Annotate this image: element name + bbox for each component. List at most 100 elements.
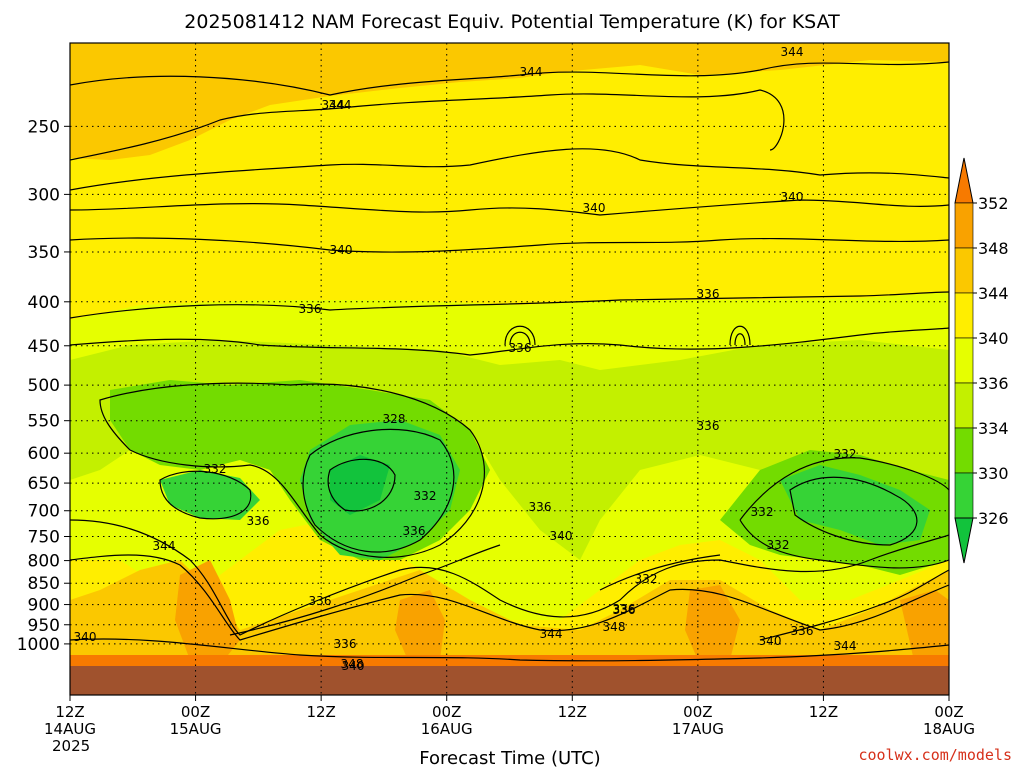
contour-label: 332 [767, 538, 790, 552]
contour-label: 332 [635, 572, 658, 586]
contour-label: 336 [791, 624, 814, 638]
colorbar-top-arrow [954, 157, 974, 204]
contour-label: 332 [204, 462, 227, 476]
surface-band [70, 666, 949, 695]
y-tick-label: 500 [28, 376, 60, 396]
contour-label: 344 [329, 98, 352, 112]
x-axis-label: Forecast Time (UTC) [419, 748, 600, 768]
colorbar-tick-label: 344 [978, 284, 1009, 303]
contour-340-a [70, 148, 949, 191]
colorbar-segment [954, 427, 974, 474]
contour-label: 328 [383, 412, 406, 426]
contour-340-c [70, 237, 949, 253]
contour-label: 340 [330, 243, 353, 257]
colorbar-segment [954, 292, 974, 339]
contour-label: 340 [342, 659, 365, 673]
contour-label: 348 [341, 657, 364, 671]
contour-332-right-inner [789, 476, 918, 546]
x-tick-label: 00Z [683, 703, 712, 721]
fill-326-330-right [780, 465, 930, 545]
fill-348-plume-2 [395, 590, 445, 665]
y-tick-label: 600 [28, 444, 60, 464]
grid-lines [70, 43, 949, 695]
contour-label: 340 [74, 630, 97, 644]
contour-336-b [70, 327, 949, 356]
contour-label: 344 [153, 539, 176, 553]
contour-label: 336 [334, 637, 357, 651]
contour-label: 336 [403, 524, 426, 538]
contour-label: 340 [550, 529, 573, 543]
contour-348-low [70, 638, 949, 662]
contour-label: 340 [583, 201, 606, 215]
colorbar-tick-label: 334 [978, 419, 1009, 438]
plot-area: 3443443443443403403403363363363363363323… [70, 43, 949, 695]
y-tick-label: 700 [28, 502, 60, 522]
x-tick-label: 00Z [934, 703, 963, 721]
x-tick-label: 16AUG [421, 720, 473, 738]
fill-348-plume-3 [685, 585, 740, 665]
x-tick-label: 00Z [432, 703, 461, 721]
x-tick-label: 00Z [181, 703, 210, 721]
fill-326-core-small [330, 455, 390, 515]
contour-336-a [70, 291, 949, 319]
colorbar-tick-label: 348 [978, 239, 1009, 258]
x-tick-label: 12Z [55, 703, 84, 721]
contour-label: 336 [309, 594, 332, 608]
x-tick-label: 14AUG [44, 720, 96, 738]
colorbar: 352 348 344 340 336 334 330 326 [954, 157, 1009, 564]
x-tick-label: 2025 [52, 737, 90, 755]
contour-label: 336 [247, 514, 270, 528]
colorbar-tick-label: 340 [978, 329, 1009, 348]
colorbar-bottom-arrow [954, 517, 974, 564]
x-tick-label: 18AUG [923, 720, 975, 738]
colorbar-tick-label: 326 [978, 509, 1009, 528]
y-tick-label: 450 [28, 337, 60, 357]
contour-front-band [229, 544, 949, 641]
y-tick-label: 1000 [17, 635, 60, 655]
contour-344-mid [70, 89, 785, 161]
y-tick-label: 850 [28, 574, 60, 594]
y-tick-label: 400 [28, 293, 60, 313]
contour-label: 332 [834, 447, 857, 461]
y-tick-label: 550 [28, 412, 60, 432]
contour-cap-2 [729, 325, 751, 346]
y-tick-label: 750 [28, 527, 60, 547]
x-tick-label: 17AUG [672, 720, 724, 738]
colorbar-segment [954, 247, 974, 294]
contour-332-left [159, 470, 252, 520]
y-tick-label: 250 [28, 117, 60, 137]
contour-label: 332 [751, 505, 774, 519]
y-tick-label: 300 [28, 185, 60, 205]
contour-label: 344 [540, 627, 563, 641]
y-tick-label: 900 [28, 596, 60, 616]
fill-348-plume-1 [175, 560, 240, 665]
x-tick-label: 12Z [809, 703, 838, 721]
colorbar-tick-label: 352 [978, 194, 1009, 213]
y-tick-label: 350 [28, 243, 60, 263]
contour-label: 336 [697, 419, 720, 433]
contour-328 [327, 458, 396, 512]
y-tick-label: 950 [28, 616, 60, 636]
x-tick-label: 12Z [306, 703, 335, 721]
contour-label: 336 [613, 602, 636, 616]
contour-lines [70, 61, 949, 662]
contour-label: 336 [697, 287, 720, 301]
contour-label: 336 [529, 500, 552, 514]
contour-label: 348 [603, 620, 626, 634]
contour-label: 340 [759, 634, 782, 648]
colorbar-segment [954, 202, 974, 249]
plot-frame [69, 42, 950, 696]
colorbar-segment [954, 382, 974, 429]
contour-336-valley [70, 519, 949, 636]
colorbar-segment [954, 337, 974, 384]
contour-label: 344 [322, 98, 345, 112]
contour-label: 336 [509, 341, 532, 355]
contour-344-low [70, 554, 949, 641]
contour-label: 344 [520, 65, 543, 79]
contour-332-right [739, 457, 949, 569]
colorbar-tick-label: 336 [978, 374, 1009, 393]
contour-340-b [70, 199, 949, 216]
y-axis: 2503003504004505005506006507007508008509… [17, 117, 70, 655]
